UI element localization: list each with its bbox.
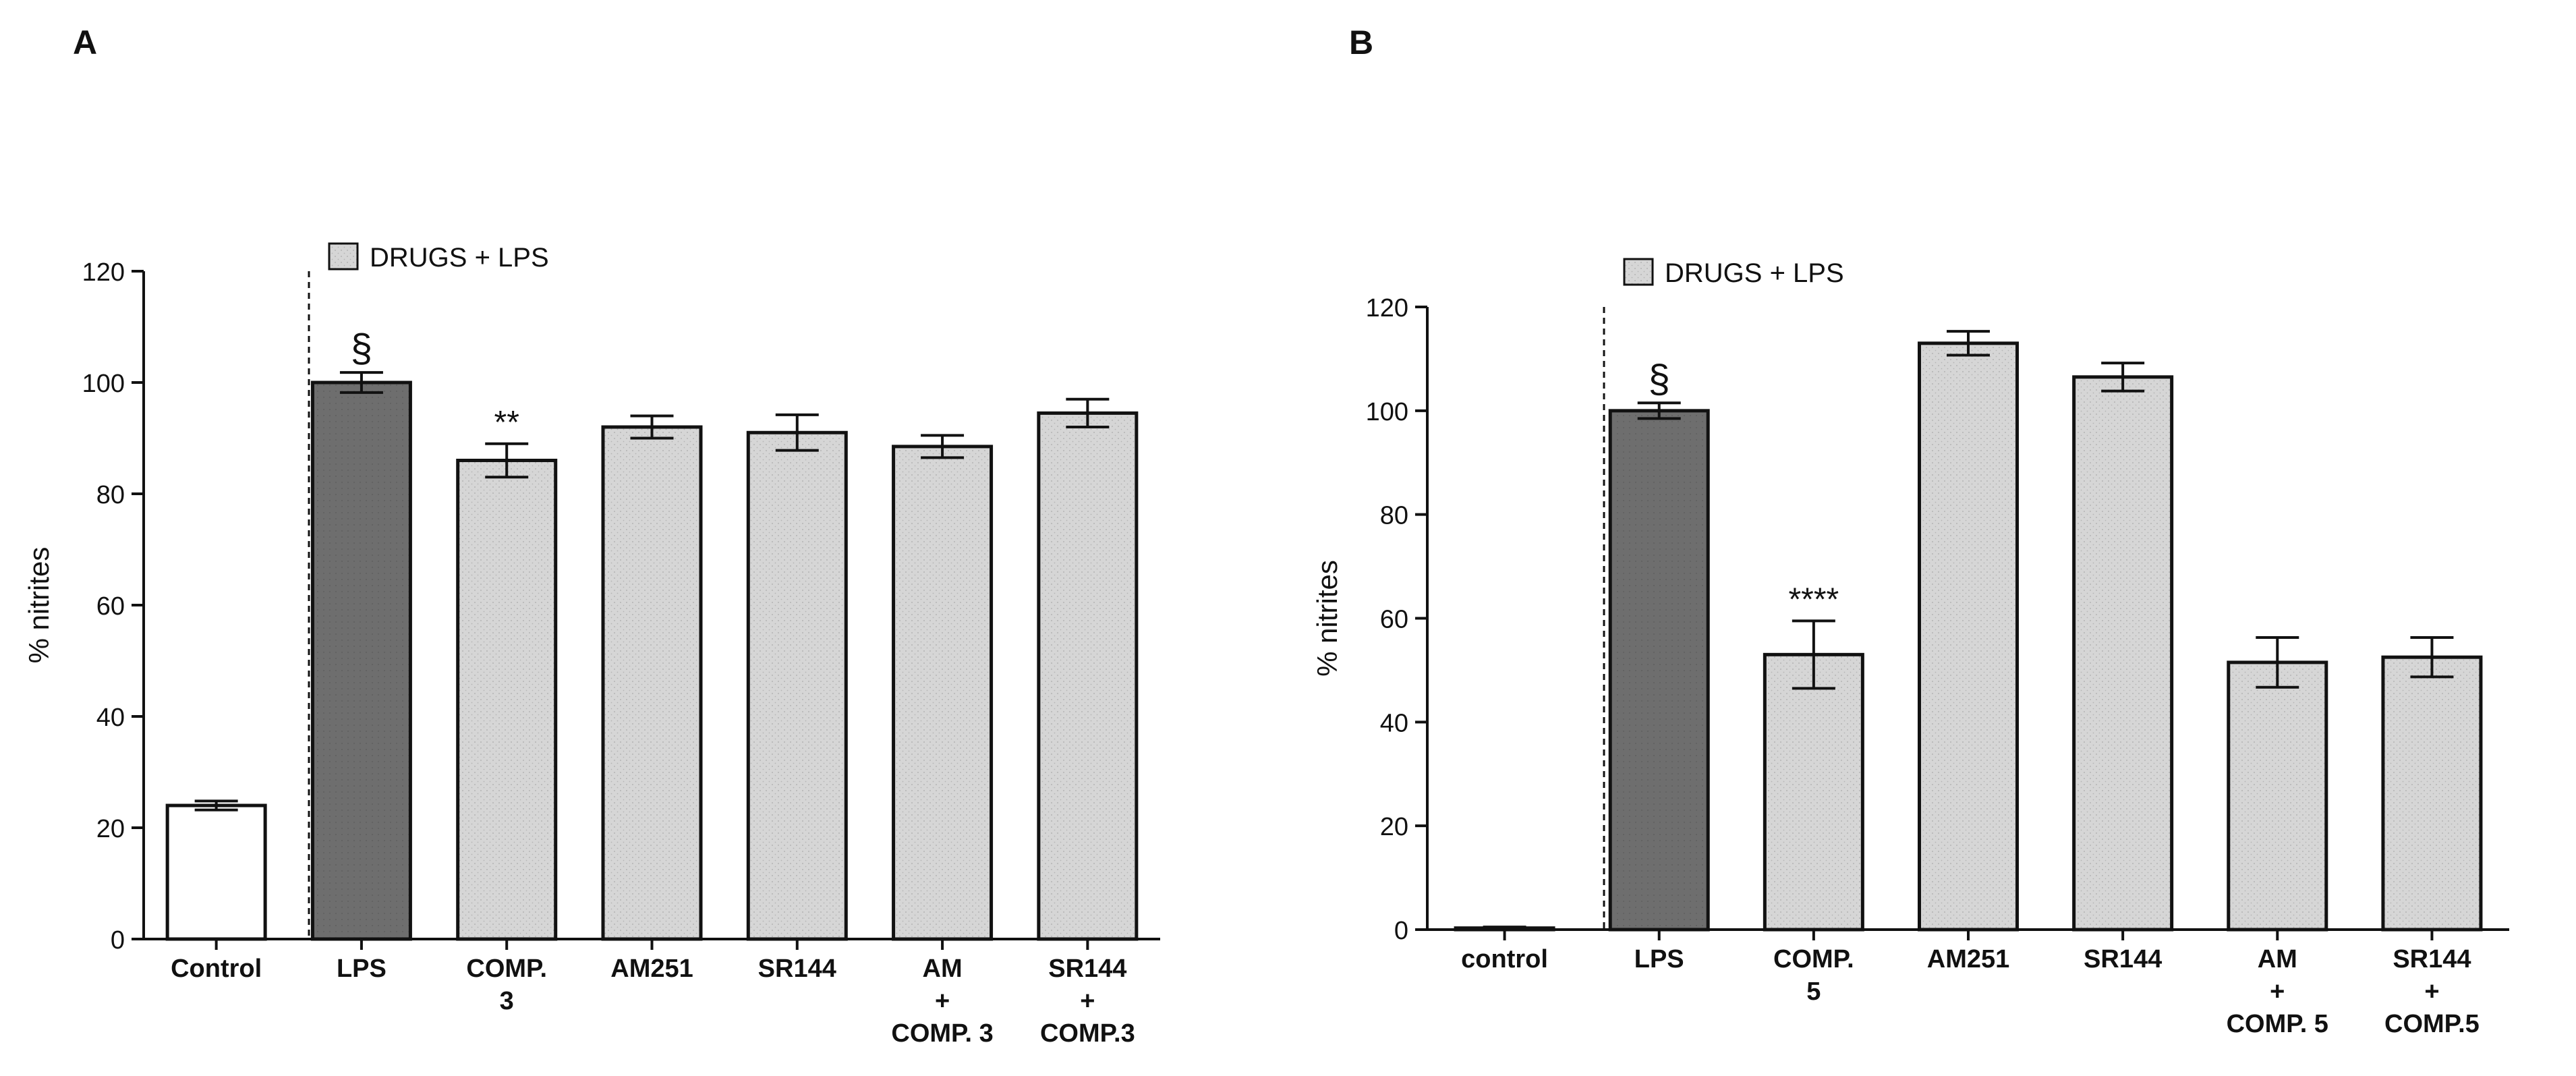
chart-a-y-tick-label: 0 xyxy=(111,926,125,955)
chart-a-panel-label: A xyxy=(73,24,97,61)
chart-b-significance-mark: **** xyxy=(1788,582,1839,617)
chart-b-category-label: COMP. 5 xyxy=(1773,945,1854,1006)
chart-b-bar xyxy=(1918,341,2019,932)
chart-a-y-tick-label: 60 xyxy=(96,592,125,621)
chart-b-y-tick-label: 100 xyxy=(1366,398,1408,426)
chart-b-category-label-line: LPS xyxy=(1634,945,1684,973)
chart-b-category-label-line: SR144 xyxy=(2084,945,2162,973)
chart-a-y-tick-label: 20 xyxy=(96,815,125,843)
chart-b-panel-label: B xyxy=(1349,24,1373,61)
chart-a-y-tick-label: 80 xyxy=(96,481,125,509)
chart-a-category-label-line: AM251 xyxy=(610,955,693,983)
chart-b-y-tick-label: 80 xyxy=(1380,502,1408,530)
chart-b-category-label-line: COMP. 5 xyxy=(2227,1010,2328,1038)
chart-panel-a: A 0 20 40 60 80 100 120 % nitrites DRUGS + LPS Con… xyxy=(0,0,1282,1076)
chart-b-category-label: AM251 xyxy=(1927,945,2010,973)
chart-a-category-label-line: 3 xyxy=(500,987,514,1015)
chart-a-category-label-line: Control xyxy=(171,955,262,983)
chart-b-y-tick-label: 120 xyxy=(1366,294,1408,322)
chart-b-category-label-line: COMP. xyxy=(1773,945,1854,973)
chart-b-bar xyxy=(2072,375,2174,932)
chart-a-y-axis-title: % nitrites xyxy=(23,547,55,664)
chart-b-category-label-line: control xyxy=(1461,945,1548,973)
chart-b-category-label-line: 5 xyxy=(1806,978,1821,1006)
chart-b-legend-swatch xyxy=(1623,258,1654,286)
chart-b-category-label-line: COMP.5 xyxy=(2384,1010,2480,1038)
chart-a-legend-label: DRUGS + LPS xyxy=(370,243,549,273)
chart-a-bar xyxy=(310,380,412,941)
chart-b-bar xyxy=(2227,660,2328,932)
chart-b-bar xyxy=(1608,409,1710,932)
chart-b-y-tick-label: 60 xyxy=(1380,606,1408,634)
chart-a-bar xyxy=(456,459,558,941)
chart-b-y-tick-label: 20 xyxy=(1380,813,1408,841)
chart-a-bar xyxy=(1037,411,1139,941)
chart-b-category-label: LPS xyxy=(1634,945,1684,973)
chart-b-y-tick-label: 40 xyxy=(1380,709,1408,737)
chart-a-category-label-line: SR144 xyxy=(1048,955,1126,983)
chart-a-category-label: SR144 + COMP.3 xyxy=(1040,955,1135,1048)
chart-b-category-label-line: + xyxy=(2424,978,2439,1006)
chart-a-category-label: SR144 xyxy=(758,955,836,983)
chart-a-category-label: Control xyxy=(171,955,262,983)
chart-a-category-label: AM + COMP. 3 xyxy=(891,955,993,1048)
chart-b-category-label: SR144 + COMP.5 xyxy=(2384,945,2480,1038)
chart-b-category-label: control xyxy=(1461,945,1548,973)
chart-b-category-label-line: SR144 xyxy=(2393,945,2471,973)
chart-a-category-label: COMP. 3 xyxy=(466,955,547,1015)
chart-a-y-tick-label: 100 xyxy=(82,370,125,398)
chart-a-y-tick-label: 40 xyxy=(96,704,125,732)
chart-b-svg: B 0 20 40 60 80 100 120 % nitrites DRUGS + LPS con… xyxy=(1311,24,2509,1038)
chart-b-legend-label: DRUGS + LPS xyxy=(1665,258,1844,288)
chart-a-svg: A 0 20 40 60 80 100 120 % nitrites DRUGS + LPS Con… xyxy=(23,24,1160,1048)
chart-a-y-tick-label: 120 xyxy=(82,258,125,287)
chart-a-category-label-line: + xyxy=(1080,987,1095,1015)
chart-b-category-label-line: AM xyxy=(2258,945,2297,973)
chart-a-legend-swatch xyxy=(328,242,359,271)
chart-b-bar xyxy=(1763,652,1864,932)
chart-a-significance-mark: § xyxy=(351,327,372,370)
chart-panel-b: B 0 20 40 60 80 100 120 % nitrites DRUGS + LPS con… xyxy=(1282,0,2576,1076)
chart-a-bar xyxy=(165,803,267,941)
chart-b-y-tick-label: 0 xyxy=(1394,917,1408,945)
chart-a-bar xyxy=(892,445,994,941)
chart-b-category-label-line: AM251 xyxy=(1927,945,2010,973)
chart-a-bar xyxy=(601,425,703,941)
chart-b-category-label-line: + xyxy=(2270,978,2285,1006)
chart-a-bar xyxy=(746,430,848,941)
chart-a-category-label-line: COMP. 3 xyxy=(891,1019,993,1048)
chart-b-significance-mark: § xyxy=(1649,357,1670,401)
chart-a-category-label-line: COMP. xyxy=(466,955,547,983)
chart-a-category-label-line: SR144 xyxy=(758,955,836,983)
chart-b-category-label: AM + COMP. 5 xyxy=(2227,945,2328,1038)
chart-b-y-axis-title: % nitrites xyxy=(1311,560,1343,677)
chart-a-category-label-line: AM xyxy=(923,955,963,983)
chart-a-category-label: AM251 xyxy=(610,955,693,983)
chart-b-category-label: SR144 xyxy=(2084,945,2162,973)
chart-a-significance-mark: ** xyxy=(494,405,519,441)
chart-b-bar xyxy=(2381,655,2483,932)
chart-a-category-label-line: + xyxy=(935,987,950,1015)
chart-a-category-label-line: LPS xyxy=(337,955,387,983)
chart-a-category-label: LPS xyxy=(337,955,387,983)
chart-a-category-label-line: COMP.3 xyxy=(1040,1019,1135,1048)
